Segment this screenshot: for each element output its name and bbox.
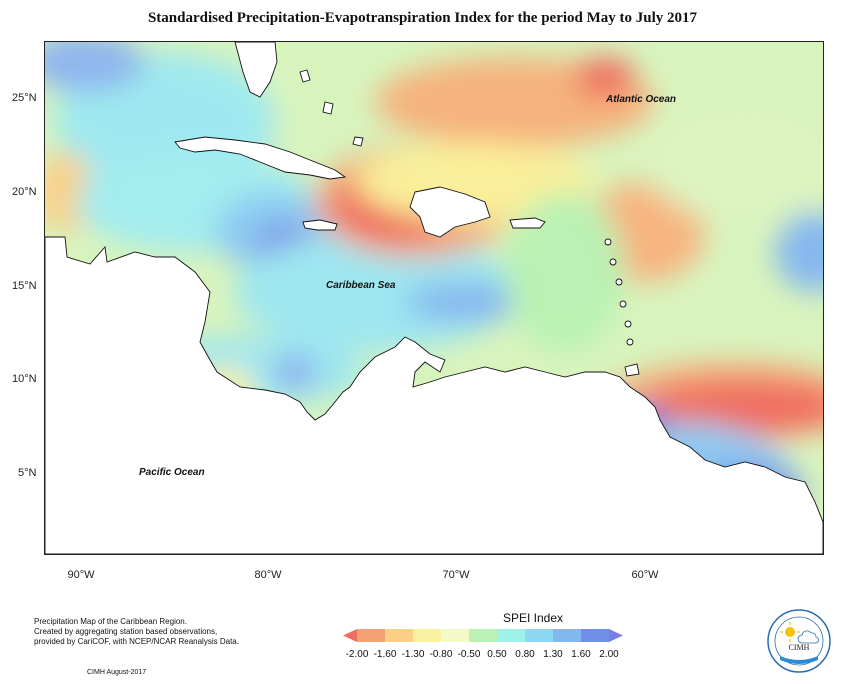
legend-label: -1.30 <box>401 649 425 660</box>
legend-label: -1.60 <box>373 649 397 660</box>
cimh-logo-icon: CIMH <box>767 609 831 673</box>
legend-swatch <box>441 629 469 642</box>
legend-swatch <box>497 629 525 642</box>
footer-credit: CIMH August-2017 <box>87 669 147 676</box>
cloud-icon <box>797 630 819 644</box>
lon-tick-80w: 80°W <box>254 569 282 581</box>
legend-arrow-right <box>609 629 623 642</box>
lat-tick-25n: 25°N <box>12 92 37 104</box>
footer-description: Precipitation Map of the Caribbean Regio… <box>34 617 254 647</box>
spei-map-canvas <box>45 42 823 554</box>
legend-arrow-left <box>343 629 357 642</box>
land-masses <box>45 42 823 554</box>
legend-label: 1.30 <box>543 649 563 660</box>
lat-tick-15n: 15°N <box>12 280 37 292</box>
legend-swatch <box>357 629 385 642</box>
legend-swatch <box>581 629 609 642</box>
legend-swatch <box>385 629 413 642</box>
footer-line-1: Precipitation Map of the Caribbean Regio… <box>34 617 187 626</box>
footer-line-3: provided by CariCOF, with NCEP/NCAR Rean… <box>34 637 239 646</box>
label-pacific-ocean: Pacific Ocean <box>139 467 205 478</box>
legend-label: -0.50 <box>457 649 481 660</box>
map-area[interactable] <box>44 41 824 555</box>
label-atlantic-ocean: Atlantic Ocean <box>606 94 677 105</box>
legend-label: -0.80 <box>429 649 453 660</box>
lat-tick-20n: 20°N <box>12 186 37 198</box>
legend-label: 2.00 <box>599 649 619 660</box>
legend-swatch <box>525 629 553 642</box>
legend-label: 1.60 <box>571 649 591 660</box>
map-title: Standardised Precipitation-Evapotranspir… <box>147 10 698 26</box>
legend-title: SPEI Index <box>502 611 564 625</box>
sun-icon <box>780 622 800 642</box>
legend-swatch <box>469 629 497 642</box>
footer-line-2: Created by aggregating station based obs… <box>34 627 218 636</box>
label-caribbean-sea: Caribbean Sea <box>326 280 396 291</box>
lat-tick-10n: 10°N <box>12 373 37 385</box>
logo-text: CIMH <box>789 643 810 652</box>
legend-swatch <box>553 629 581 642</box>
legend-label: 0.50 <box>487 649 507 660</box>
lon-tick-70w: 70°W <box>442 569 470 581</box>
legend-swatch <box>413 629 441 642</box>
legend-color-bar <box>343 629 623 642</box>
legend-label: 0.80 <box>515 649 535 660</box>
legend-labels: -2.00 -1.60 -1.30 -0.80 -0.50 0.50 0.80 1.30 1.6… <box>346 649 651 663</box>
lon-tick-90w: 90°W <box>67 569 95 581</box>
legend-label: -2.00 <box>345 649 369 660</box>
lon-tick-60w: 60°W <box>631 569 659 581</box>
lat-tick-5n: 5°N <box>18 467 37 479</box>
